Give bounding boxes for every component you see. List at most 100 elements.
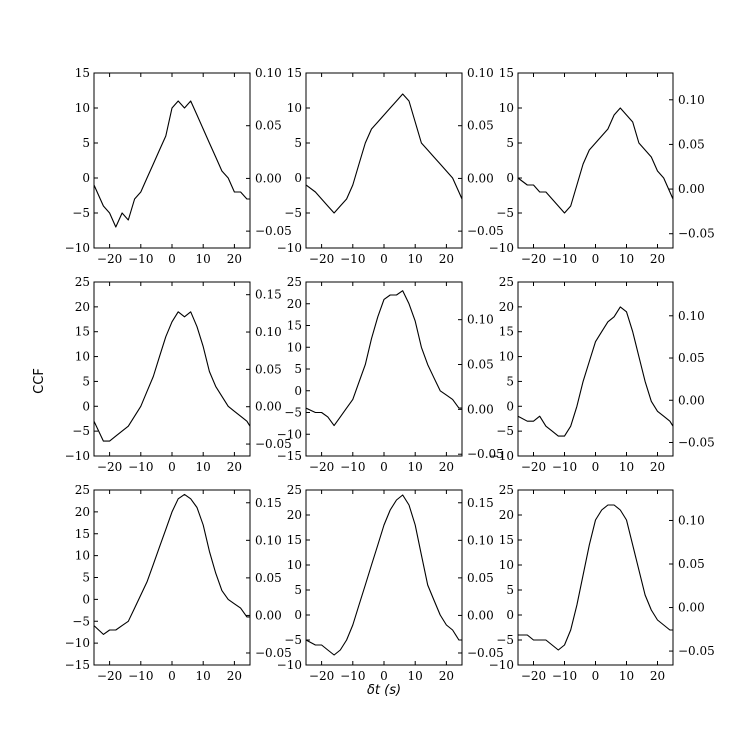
y-tick-label: 20: [287, 297, 302, 311]
y-tick-label: 0: [294, 608, 302, 622]
y-tick-label: 10: [499, 350, 514, 364]
y-tick-label-right: 0.05: [678, 557, 705, 571]
y-tick-label: 0: [506, 608, 514, 622]
x-tick-label: 0: [168, 252, 176, 266]
x-tick-label: 10: [196, 669, 211, 683]
x-tick-label: 10: [408, 460, 423, 474]
y-tick-label: −15: [277, 449, 302, 463]
axes-frame: [517, 281, 674, 457]
ccf-line: [518, 504, 673, 651]
x-tick-label: −20: [97, 669, 122, 683]
y-tick-label-right: −0.05: [255, 646, 292, 660]
y-tick-label: 20: [287, 508, 302, 522]
y-tick-label-right: 0.05: [255, 362, 282, 376]
subplot-4: −20 −10 0 10 20 −10 −5 0 5 10 15 20 25 −0.05 0.00 0.05 0…: [65, 275, 292, 474]
subplot-2: −20 −10 0 10 20 −10 −5 0 5 10 15 −0.05 0.00 0.05 0.10: [277, 66, 504, 266]
y-tick-label-right: 0.05: [678, 351, 705, 365]
x-tick-label: −10: [128, 669, 153, 683]
y-tick-label: 15: [287, 533, 302, 547]
y-tick-label-right: −0.05: [467, 447, 504, 461]
y-tick-label: 0: [294, 171, 302, 185]
y-tick-label-right: −0.05: [255, 437, 292, 451]
axes-frame: [305, 281, 463, 457]
y-tick-label-right: 0.05: [467, 571, 494, 585]
y-tick-label: −10: [65, 241, 90, 255]
subplot-8: −20 −10 0 10 20 −10 −5 0 5 10 15 20 25 −0.05 0.00 0.05 0…: [277, 483, 504, 683]
y-tick-label-right: −0.05: [467, 224, 504, 238]
x-tick-label: 10: [196, 252, 211, 266]
y-tick-label: 15: [75, 527, 90, 541]
x-tick-label: 20: [439, 252, 454, 266]
y-tick-label: −5: [72, 424, 90, 438]
y-tick-label-right: 0.15: [255, 288, 282, 302]
y-tick-label: 0: [82, 399, 90, 413]
y-tick-label: 25: [75, 275, 90, 289]
x-tick-label: −10: [128, 252, 153, 266]
y-tick-label-right: 0.10: [467, 66, 494, 80]
y-tick-label: 0: [82, 592, 90, 606]
y-tick-label-right: 0.10: [678, 513, 705, 527]
y-tick-label-right: 0.00: [678, 601, 705, 615]
y-tick-label-right: 0.05: [467, 358, 494, 372]
y-tick-label-right: 0.00: [467, 402, 494, 416]
x-tick-label: −20: [309, 460, 334, 474]
y-tick-label: −15: [65, 658, 90, 672]
subplot-1: −20 −10 0 10 20 −10 −5 0 5 10 15 −0.05 0.00 0.05 0.10: [65, 66, 292, 266]
ccf-line: [94, 100, 250, 228]
y-tick-label-right: 0.00: [467, 608, 494, 622]
x-tick-label: 10: [619, 669, 634, 683]
ccf-line: [94, 311, 250, 442]
axes-frame: [517, 489, 674, 666]
y-tick-label: −5: [72, 206, 90, 220]
x-tick-label: 10: [196, 460, 211, 474]
y-tick-label: 5: [294, 583, 302, 597]
x-tick-label: −20: [521, 252, 546, 266]
y-tick-label: −5: [284, 206, 302, 220]
x-tick-label: 20: [439, 669, 454, 683]
y-tick-label: 15: [499, 66, 514, 80]
x-tick-label: −20: [97, 252, 122, 266]
y-tick-label: 0: [82, 171, 90, 185]
subplot-5: −20 −10 0 10 20 −15 −10 −5 0 5 10 15 20 25 −0.05 0.00 0.…: [277, 275, 504, 474]
y-tick-label: 20: [75, 505, 90, 519]
y-tick-label: −10: [489, 449, 514, 463]
x-tick-label: 20: [650, 460, 665, 474]
y-tick-label-right: 0.10: [678, 309, 705, 323]
x-tick-label: 0: [592, 252, 600, 266]
y-tick-label: 25: [287, 275, 302, 289]
x-tick-label: −10: [340, 252, 365, 266]
y-tick-label-right: 0.10: [255, 66, 282, 80]
y-tick-label: 25: [499, 275, 514, 289]
y-tick-label: 20: [499, 300, 514, 314]
x-axis-label: δt (s): [367, 683, 401, 698]
y-tick-label: −5: [284, 406, 302, 420]
x-tick-label: 20: [227, 460, 242, 474]
y-tick-label: 5: [294, 362, 302, 376]
y-tick-label: 10: [499, 101, 514, 115]
y-tick-label-right: 0.05: [467, 119, 494, 133]
x-tick-label: −20: [521, 669, 546, 683]
subplot-7: −20 −10 0 10 20 −15 −10 −5 0 5 10 15 20 25 −0.05 0.00 0.…: [65, 483, 292, 683]
y-tick-label: 5: [506, 583, 514, 597]
y-tick-label: 10: [287, 340, 302, 354]
x-tick-label: 20: [439, 460, 454, 474]
x-tick-label: 0: [592, 669, 600, 683]
ccf-line: [306, 93, 462, 214]
y-tick-label: 0: [506, 171, 514, 185]
y-tick-label-right: −0.05: [678, 227, 715, 241]
x-tick-label: 0: [380, 460, 388, 474]
y-tick-label-right: 0.00: [255, 171, 282, 185]
x-tick-label: 0: [168, 460, 176, 474]
y-tick-label: −5: [72, 614, 90, 628]
y-tick-label: 10: [75, 101, 90, 115]
y-tick-label: −10: [65, 636, 90, 650]
y-tick-label-right: 0.05: [255, 119, 282, 133]
y-tick-label: −5: [284, 633, 302, 647]
y-tick-label: 5: [82, 374, 90, 388]
y-tick-label: −5: [496, 633, 514, 647]
axes-frame: [93, 72, 251, 249]
x-tick-label: −20: [309, 252, 334, 266]
y-tick-label: −10: [489, 241, 514, 255]
y-tick-label-right: 0.15: [467, 496, 494, 510]
y-tick-label: 0: [294, 384, 302, 398]
